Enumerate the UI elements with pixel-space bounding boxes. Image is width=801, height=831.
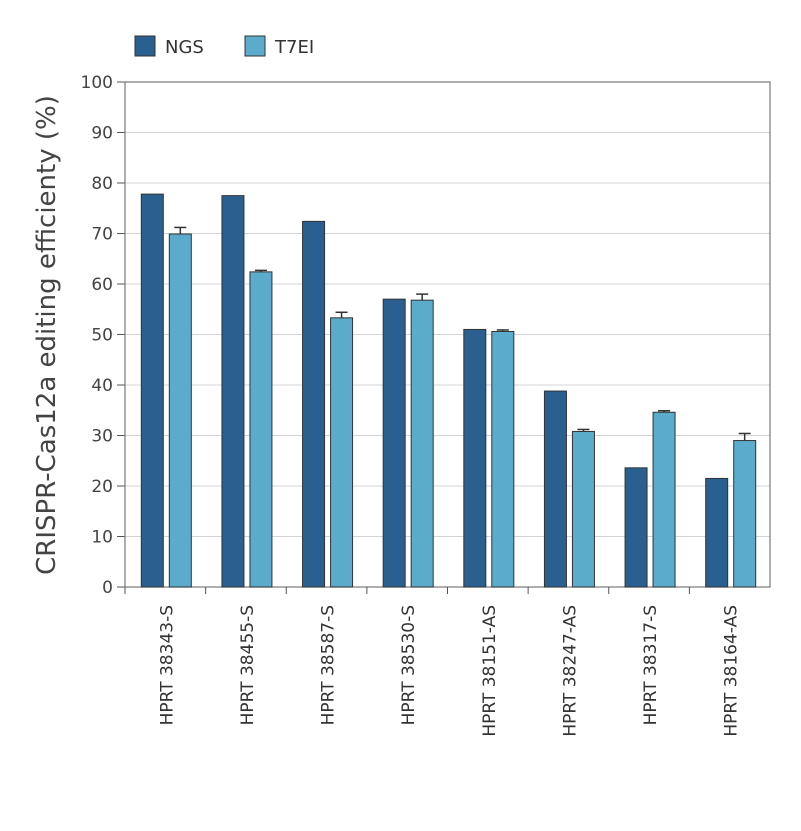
bar-t7ei [249, 271, 273, 588]
legend-label-ngs: NGS [165, 37, 204, 58]
bar-t7ei [571, 430, 595, 588]
y-tick-label: 70 [91, 225, 113, 245]
bar-ngs [382, 298, 406, 588]
legend-swatch-t7ei [244, 35, 266, 57]
bar-ngs [221, 195, 245, 588]
bar-ngs [302, 220, 326, 588]
y-tick-label: 20 [91, 477, 113, 497]
bar-t7ei [168, 233, 192, 588]
x-category-label: HPRT 38343-S [157, 605, 177, 725]
bars [140, 193, 757, 588]
x-category-label: HPRT 38317-S [641, 605, 661, 725]
legend-label-t7ei: T7EI [274, 37, 314, 58]
y-axis-title: CRISPR-Cas12a editing efficienty (%) [32, 95, 62, 575]
y-tick-label: 40 [91, 376, 113, 396]
legend: NGS T7EI [134, 35, 314, 58]
y-tick-label: 90 [91, 124, 113, 144]
y-tick-label: 60 [91, 275, 113, 295]
bar-t7ei [410, 299, 434, 588]
y-tick-label: 50 [91, 326, 113, 346]
bar-t7ei [733, 440, 757, 588]
x-category-label: HPRT 38455-S [238, 605, 258, 725]
x-category-label: HPRT 38247-AS [560, 605, 580, 737]
x-axis: HPRT 38343-S HPRT 38455-S HPRT 38587-S HPRT… [124, 587, 742, 737]
x-category-label: HPRT 38151-AS [480, 605, 500, 737]
y-tick-label: 100 [81, 73, 113, 93]
bar-ngs [463, 328, 487, 588]
y-axis: 0 10 20 30 40 50 60 70 80 90 100 [81, 73, 771, 598]
bar-t7ei [652, 411, 676, 588]
bar-ngs [705, 477, 729, 588]
bar-t7ei [491, 330, 515, 588]
bar-t7ei [330, 317, 354, 588]
y-tick-label: 0 [102, 578, 113, 598]
y-tick-label: 80 [91, 174, 113, 194]
y-tick-label: 30 [91, 427, 113, 447]
x-category-label: HPRT 38164-AS [722, 605, 742, 737]
x-category-label: HPRT 38587-S [319, 605, 339, 725]
y-tick-label: 10 [91, 528, 113, 548]
x-category-label: HPRT 38530-S [399, 605, 419, 725]
bar-ngs [140, 193, 164, 588]
bar-ngs [543, 390, 567, 588]
bar-ngs [624, 467, 648, 588]
legend-swatch-ngs [134, 35, 156, 57]
